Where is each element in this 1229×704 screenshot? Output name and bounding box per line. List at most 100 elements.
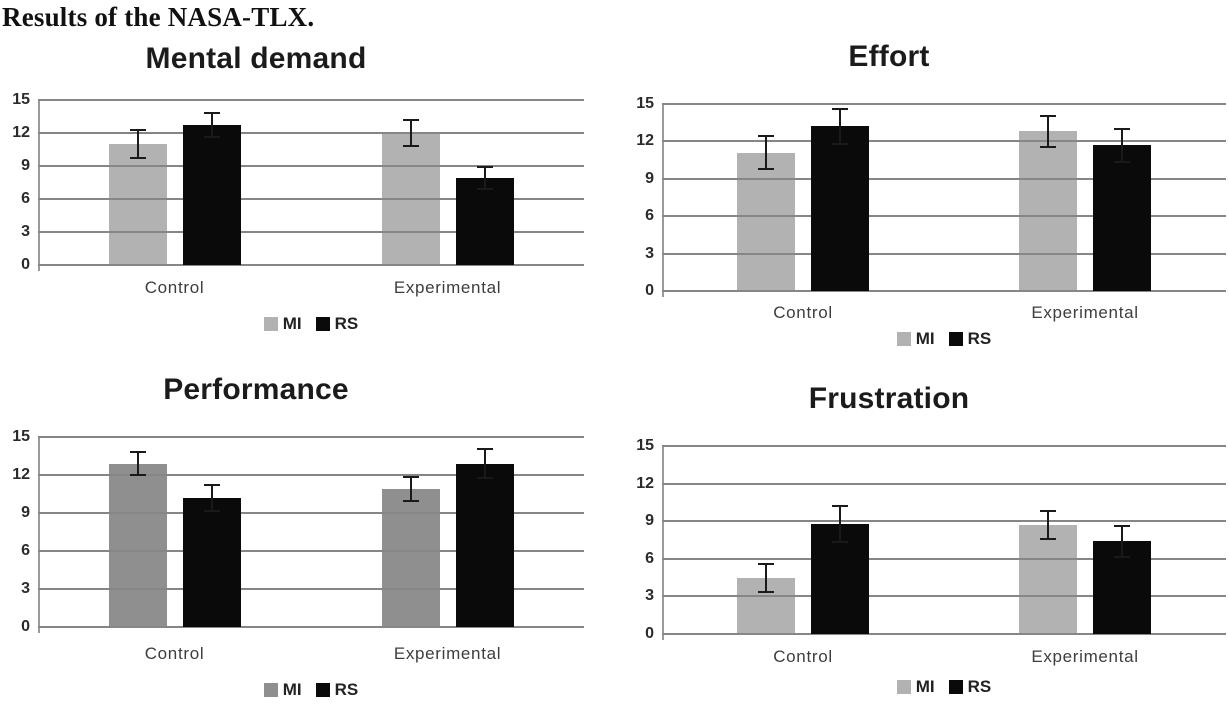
error-bar-cap <box>758 590 774 593</box>
y-tick-label: 9 <box>645 512 654 530</box>
y-tick-label: 6 <box>21 542 30 559</box>
error-bar <box>203 112 220 139</box>
error-bar-cap <box>476 476 493 479</box>
error-bar-cap <box>203 483 220 486</box>
error-bar <box>758 135 774 171</box>
error-bar-stem <box>483 166 486 191</box>
bar-rs-experimental <box>1093 145 1151 291</box>
gridline <box>38 626 584 628</box>
legend-swatch <box>948 680 963 694</box>
y-tick-label: 9 <box>21 157 30 174</box>
gridline <box>662 482 1226 485</box>
error-bar-cap <box>402 476 419 479</box>
gridline <box>662 633 1226 635</box>
gridline <box>662 595 1226 598</box>
y-tick-label: 3 <box>21 223 30 240</box>
error-bar-stem <box>136 450 139 477</box>
chart-mental-demand: Mental demand 0 3 6 9 12 15 Control Experimenta… <box>12 42 584 333</box>
error-bar <box>129 450 146 477</box>
error-bar-stem <box>483 448 486 479</box>
y-tick-label: 6 <box>645 207 654 225</box>
bar-mi-control <box>108 144 167 265</box>
legend-swatch <box>896 680 911 694</box>
plot-area: 0 3 6 9 12 15 Control Experimental <box>12 428 584 663</box>
legend-item-mi: MI <box>263 680 302 700</box>
bar-rs-control <box>182 497 241 627</box>
bar-rs-control <box>182 125 241 265</box>
legend-label: RS <box>967 329 992 348</box>
y-tick-label: 12 <box>636 474 654 492</box>
plot-area: 0 3 6 9 12 15 Control Experimental <box>636 437 1226 666</box>
gridline <box>38 99 584 101</box>
error-bar-cap <box>1040 537 1056 540</box>
error-bar-cap <box>832 540 848 543</box>
error-bar-cap <box>832 143 848 146</box>
y-tick-label: 3 <box>645 244 654 262</box>
gridline <box>38 198 584 200</box>
error-bar <box>476 448 493 479</box>
y-tick-label: 9 <box>21 504 30 521</box>
bar-rs-experimental <box>455 178 514 265</box>
gridline <box>662 103 1226 105</box>
y-tick-label: 15 <box>636 95 654 112</box>
error-bar-cap <box>129 157 146 160</box>
legend-swatch <box>948 332 963 346</box>
legend-item-mi: MI <box>263 314 302 334</box>
category-label-control: Control <box>773 647 833 666</box>
error-bar-stem <box>765 562 767 593</box>
error-bar <box>832 107 848 146</box>
error-bar-cap <box>402 499 419 502</box>
y-tick-label: 15 <box>636 437 654 454</box>
gridline <box>38 264 584 266</box>
y-tick-label: 3 <box>21 580 30 597</box>
y-tick-label: 6 <box>21 190 30 207</box>
gridline <box>662 252 1226 255</box>
error-bar-cap <box>476 188 493 191</box>
bar-mi-experimental <box>1019 131 1077 291</box>
y-tick-label: 12 <box>636 132 654 150</box>
bar-rs-control <box>811 126 869 291</box>
gridline <box>38 588 584 590</box>
chart-title: Effort <box>848 40 930 73</box>
gridline <box>662 140 1226 143</box>
error-bar <box>476 166 493 191</box>
error-bar <box>402 118 419 148</box>
y-axis-line <box>38 437 40 633</box>
error-bar-cap <box>203 112 220 115</box>
error-bar-cap <box>129 128 146 131</box>
y-tick-label: 0 <box>21 256 30 273</box>
legend-swatch <box>896 332 911 346</box>
legend: MI RS <box>662 329 1226 349</box>
error-bar-stem <box>409 118 412 148</box>
gridline <box>662 557 1226 560</box>
chart-frustration: Frustration 0 3 6 9 12 15 Control Experimental … <box>636 382 1226 696</box>
error-bar-stem <box>210 483 213 512</box>
category-label-control: Control <box>773 303 833 322</box>
y-axis-line <box>662 104 664 297</box>
error-bar <box>832 504 848 543</box>
gridline <box>38 165 584 167</box>
error-bar-stem <box>210 112 213 139</box>
y-tick-label: 0 <box>645 625 654 642</box>
error-bar-stem <box>1047 509 1049 540</box>
y-tick-label: 9 <box>645 169 654 187</box>
legend-item-rs: RS <box>315 314 358 334</box>
error-bar-cap <box>1040 115 1056 118</box>
y-tick-label: 15 <box>12 91 30 108</box>
y-tick-label: 6 <box>645 549 654 567</box>
error-bar-cap <box>1114 127 1130 130</box>
y-tick-label: 15 <box>12 428 30 445</box>
y-axis-line <box>38 100 40 271</box>
gridline <box>38 550 584 552</box>
legend-swatch <box>263 317 278 331</box>
error-bar <box>1040 115 1056 148</box>
figure-heading: Results of the NASA-TLX. <box>2 2 315 32</box>
legend: MI RS <box>38 314 584 334</box>
error-bar-cap <box>129 450 146 453</box>
legend-swatch <box>315 683 330 697</box>
chart-title: Frustration <box>808 382 970 415</box>
legend-item-rs: RS <box>315 680 358 700</box>
y-tick-label: 0 <box>21 618 30 635</box>
gridline <box>662 215 1226 218</box>
